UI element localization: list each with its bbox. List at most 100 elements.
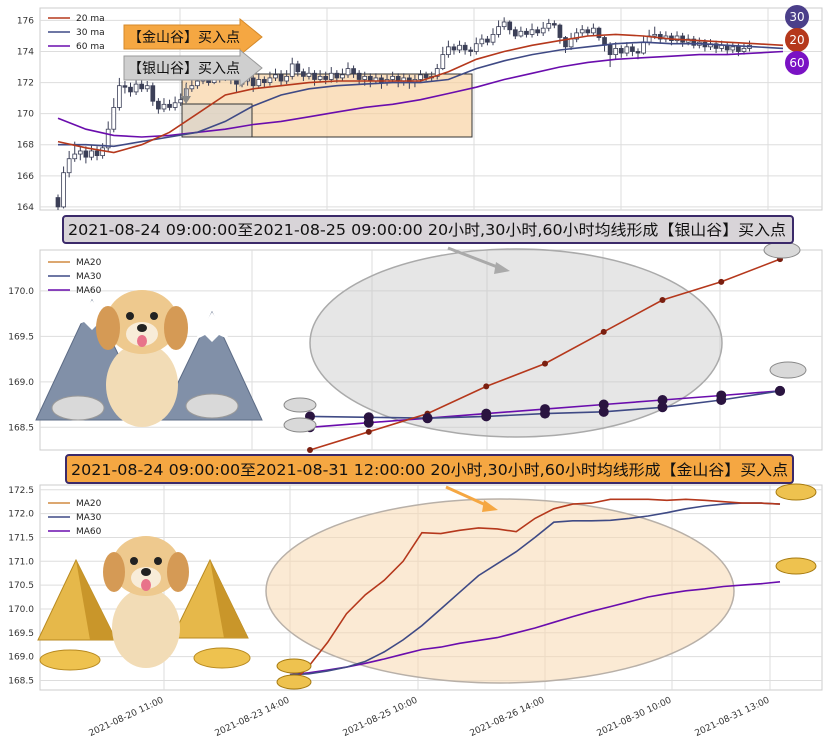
candle-body <box>551 23 557 26</box>
candle-body <box>306 72 312 77</box>
dog-mountain-illustration <box>35 290 263 427</box>
candle-body <box>535 29 540 34</box>
candle-body <box>618 48 624 54</box>
y-tick-label: 174 <box>17 48 34 58</box>
x-tick-label: 2021-08-31 13:00 <box>694 696 772 739</box>
silver-arrow-shape <box>123 48 263 88</box>
candle-body <box>328 72 334 80</box>
silver-banner-box <box>62 215 794 244</box>
candle-body <box>111 107 117 130</box>
dog-ear-left <box>96 306 120 350</box>
middle-panel: 168.5 169.0 169.5 170.0 MA20 MA30 MA60 <box>8 241 823 453</box>
candle-body <box>278 74 284 82</box>
candle-body <box>557 24 563 38</box>
candle-body <box>261 79 267 83</box>
gold-pyramid-right-shade <box>210 560 248 638</box>
silver-valley-box <box>181 103 253 138</box>
candle-body <box>250 77 256 87</box>
candle-body <box>390 75 395 80</box>
candle-body <box>468 49 474 52</box>
ma-point <box>657 402 668 413</box>
silver-annotation-text: 【银山谷】买入点 <box>128 61 240 77</box>
y-tick-label: 168.5 <box>8 423 34 433</box>
y-tick-label: 170.0 <box>8 287 34 297</box>
candle-body <box>624 46 630 54</box>
ma-point <box>540 404 550 415</box>
candle-body <box>122 85 128 88</box>
dog-body <box>106 343 178 427</box>
candle-body <box>77 150 83 155</box>
y-tick-label: 170.5 <box>8 581 34 591</box>
ma-point <box>600 328 607 335</box>
candle-body <box>490 34 496 43</box>
gold-ingot-right <box>193 647 251 669</box>
dog-tongue <box>137 335 147 347</box>
top-grid <box>40 8 822 210</box>
candle-body <box>83 150 89 158</box>
candle-body <box>150 85 156 102</box>
candle-body <box>189 85 195 90</box>
ma60-line <box>289 581 781 676</box>
mountain-right-snow <box>195 312 230 342</box>
candle-body <box>156 100 161 110</box>
gold-ingot-icons <box>276 483 817 690</box>
candle-body <box>284 75 290 82</box>
candle-body <box>172 102 178 108</box>
candle-body <box>440 54 446 69</box>
silver-ingot-icons <box>283 241 807 433</box>
dog-tongue <box>141 579 151 591</box>
dog-ear-right <box>164 306 188 350</box>
ma-point <box>775 385 785 396</box>
silver-ingot-icon <box>283 417 317 433</box>
bottom-y-ticks: 168.5 169.0 169.5 170.0 170.5 171.0 171.5 172.0… <box>8 486 34 687</box>
candle-body <box>518 30 524 37</box>
x-tick-label: 2021-08-25 10:00 <box>342 696 420 739</box>
silver-valley-ellipse <box>309 248 723 438</box>
candle-body <box>730 46 736 51</box>
candle-body <box>473 43 479 52</box>
bottom-panel: 168.5 169.0 169.5 170.0 170.5 171.0 171.5 172.0… <box>8 483 823 739</box>
candle-body <box>334 72 340 79</box>
mountain-right <box>159 310 263 421</box>
x-tick-label: 2021-08-20 11:00 <box>88 696 166 739</box>
candle-body <box>345 68 351 76</box>
y-tick-label: 169.0 <box>8 378 34 388</box>
legend-ma30-label: MA30 <box>76 513 102 523</box>
bottom-legend: MA20 MA30 MA60 <box>48 499 102 537</box>
candle-body <box>462 44 468 51</box>
dog-gold-illustration <box>37 536 251 671</box>
silver-banner-pointer-head <box>494 262 510 274</box>
silver-banner: 2021-08-24 09:00:00至2021-08-25 09:00:00 … <box>62 215 794 244</box>
candle-body <box>423 74 429 79</box>
legend-ma20-label: MA20 <box>76 258 102 268</box>
candle-body <box>691 38 697 46</box>
gold-annotation-text: 【金山谷】买入点 <box>128 30 240 46</box>
ma-point <box>657 395 668 405</box>
x-tick-label: 2021-08-23 14:00 <box>214 696 292 739</box>
candle-body <box>540 27 546 34</box>
ma60-line <box>57 50 784 138</box>
dog-body <box>112 588 180 668</box>
dog-muzzle <box>126 322 158 346</box>
candle-body <box>116 85 122 108</box>
candle-body <box>178 99 184 104</box>
ma-point <box>422 413 433 424</box>
gold-ingot-icon <box>775 483 817 501</box>
y-tick-label: 170.0 <box>8 605 34 615</box>
candle-body <box>657 34 663 40</box>
candle-body <box>61 172 66 208</box>
ma-point <box>483 383 490 390</box>
legend-ma30-label: 30 ma <box>76 28 105 38</box>
gold-banner-pointer-head <box>482 500 498 512</box>
candle-body <box>591 27 596 34</box>
candle-body <box>736 46 741 52</box>
candle-body <box>607 44 613 56</box>
candle-body <box>66 158 72 174</box>
badge-60-circle <box>785 51 809 75</box>
y-tick-label: 169.0 <box>8 653 34 663</box>
candle-body <box>94 150 100 157</box>
ma-point <box>718 278 725 285</box>
ma-point <box>598 406 609 417</box>
